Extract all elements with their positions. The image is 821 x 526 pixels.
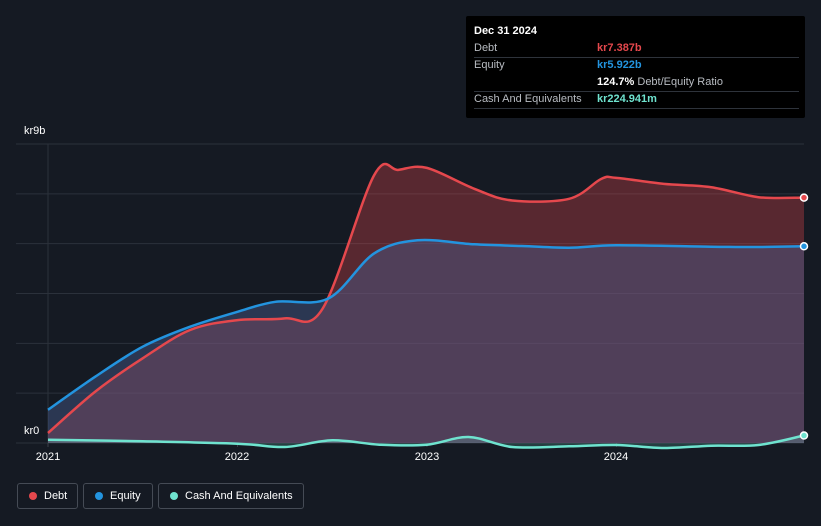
tooltip-row-debt: Debt kr7.387b [474, 40, 799, 58]
series-areas [48, 163, 804, 449]
tooltip-cash-value: kr224.941m [597, 93, 657, 105]
y-axis-top-label: kr9b [24, 125, 46, 137]
legend-item-equity[interactable]: Equity [83, 483, 153, 509]
equity-area [48, 240, 804, 443]
debt-line [47, 162, 805, 434]
tooltip-ratio: 124.7% Debt/Equity Ratio [597, 76, 723, 88]
tooltip-cash-label: Cash And Equivalents [474, 93, 582, 105]
tooltip-panel: Dec 31 2024 Debt kr7.387b Equity kr5.922… [466, 16, 805, 118]
equity-end-marker [799, 242, 809, 251]
tooltip-row-ratio: 124.7% Debt/Equity Ratio [474, 74, 799, 92]
equity-dot-icon [95, 492, 103, 500]
legend-label-cash: Cash And Equivalents [185, 490, 293, 502]
tooltip-debt-label: Debt [474, 42, 498, 54]
cash-dot-icon [170, 492, 178, 500]
cash-line [47, 434, 805, 450]
debt-area [48, 163, 804, 443]
legend-label-debt: Debt [44, 490, 68, 502]
debt-dot-icon [29, 492, 37, 500]
tooltip-row-cash: Cash And Equivalents kr224.941m [474, 91, 799, 109]
equity-line [47, 238, 805, 411]
x-tick-label-2024: 2024 [603, 451, 629, 463]
tooltip-date: Dec 31 2024 [474, 25, 537, 37]
tooltip-equity-label: Equity [474, 59, 505, 71]
x-tick-label-2022: 2022 [224, 451, 250, 463]
series-lines [47, 162, 805, 450]
x-tick-label-2023: 2023 [414, 451, 440, 463]
end-markers [799, 193, 809, 440]
cash-end-marker [799, 431, 809, 440]
debt-end-marker [799, 193, 809, 202]
y-axis-bottom-label: kr0 [24, 425, 40, 437]
tooltip-debt-value: kr7.387b [597, 42, 642, 54]
tooltip-ratio-suffix: Debt/Equity Ratio [637, 76, 723, 88]
tooltip-ratio-value: 124.7% [597, 76, 635, 88]
legend-label-equity: Equity [110, 490, 141, 502]
tooltip-row-equity: Equity kr5.922b [474, 57, 799, 74]
legend-item-debt[interactable]: Debt [17, 483, 78, 509]
x-tick-label-2021: 2021 [35, 451, 61, 463]
legend-item-cash[interactable]: Cash And Equivalents [158, 483, 304, 509]
tooltip-equity-value: kr5.922b [597, 59, 642, 71]
